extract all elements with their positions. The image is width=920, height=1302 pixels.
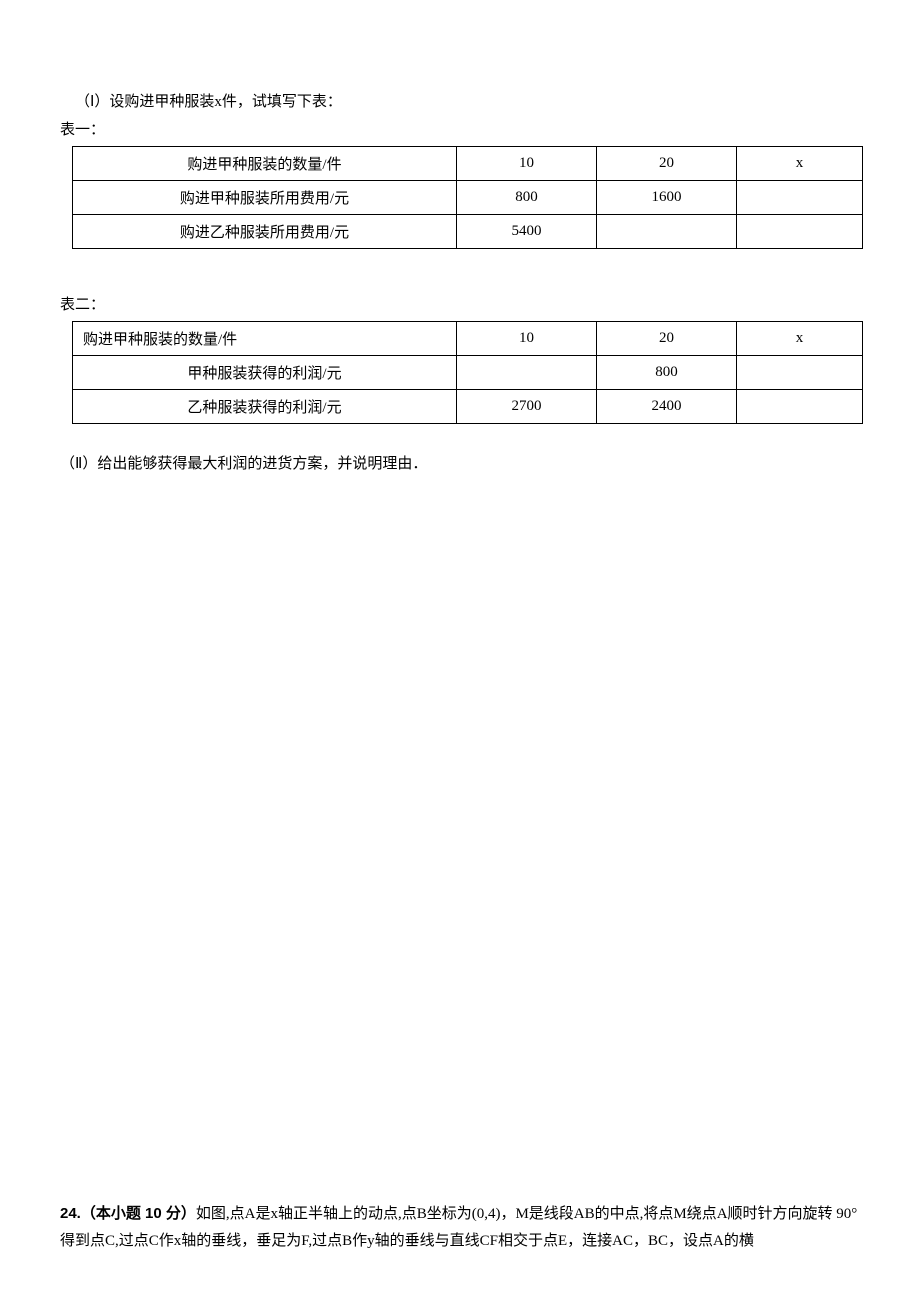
table1-r0-b: 20 <box>597 147 737 181</box>
page: （Ⅰ）设购进甲种服装x件，试填写下表： 表一： 购进甲种服装的数量/件 10 2… <box>0 0 920 1302</box>
table-row: 乙种服装获得的利润/元 2700 2400 <box>73 390 863 424</box>
part1-instruction: （Ⅰ）设购进甲种服装x件，试填写下表： <box>60 90 860 114</box>
table2-r1-b: 800 <box>597 356 737 390</box>
table2-r0-a: 10 <box>457 322 597 356</box>
spacer <box>60 253 860 293</box>
table2-r1-c <box>737 356 863 390</box>
table-row: 购进甲种服装的数量/件 10 20 x <box>73 147 863 181</box>
table2-r2-b: 2400 <box>597 390 737 424</box>
table2-r1-label: 甲种服装获得的利润/元 <box>73 356 457 390</box>
table2-r0-c: x <box>737 322 863 356</box>
table2-r0-b: 20 <box>597 322 737 356</box>
table-row: 购进甲种服装所用费用/元 800 1600 <box>73 181 863 215</box>
table1-r0-a: 10 <box>457 147 597 181</box>
table-row: 甲种服装获得的利润/元 800 <box>73 356 863 390</box>
table1-r0-label: 购进甲种服装的数量/件 <box>73 147 457 181</box>
table-row: 购进甲种服装的数量/件 10 20 x <box>73 322 863 356</box>
question-24: 24.（本小题 10 分）如图,点A是x轴正半轴上的动点,点B坐标为(0,4)，… <box>60 1200 860 1255</box>
table1-r0-c: x <box>737 147 863 181</box>
table1-r1-b: 1600 <box>597 181 737 215</box>
table-row: 购进乙种服装所用费用/元 5400 <box>73 215 863 249</box>
table2-r1-a <box>457 356 597 390</box>
table2-r2-label: 乙种服装获得的利润/元 <box>73 390 457 424</box>
q24-number: 24.（本小题 10 分） <box>60 1205 196 1222</box>
table2-r2-a: 2700 <box>457 390 597 424</box>
spacer-large <box>60 480 860 1200</box>
table1-r2-label: 购进乙种服装所用费用/元 <box>73 215 457 249</box>
part2-instruction: （Ⅱ）给出能够获得最大利润的进货方案，并说明理由． <box>60 452 860 476</box>
table1: 购进甲种服装的数量/件 10 20 x 购进甲种服装所用费用/元 800 160… <box>72 146 863 249</box>
table1-r1-a: 800 <box>457 181 597 215</box>
table2: 购进甲种服装的数量/件 10 20 x 甲种服装获得的利润/元 800 乙种服装… <box>72 321 863 424</box>
table2-r2-c <box>737 390 863 424</box>
table2-caption: 表二： <box>60 293 860 317</box>
table1-r2-a: 5400 <box>457 215 597 249</box>
table1-caption: 表一： <box>60 118 860 142</box>
table2-r0-label: 购进甲种服装的数量/件 <box>73 322 457 356</box>
table1-r1-c <box>737 181 863 215</box>
table1-r2-b <box>597 215 737 249</box>
table1-r2-c <box>737 215 863 249</box>
table1-r1-label: 购进甲种服装所用费用/元 <box>73 181 457 215</box>
